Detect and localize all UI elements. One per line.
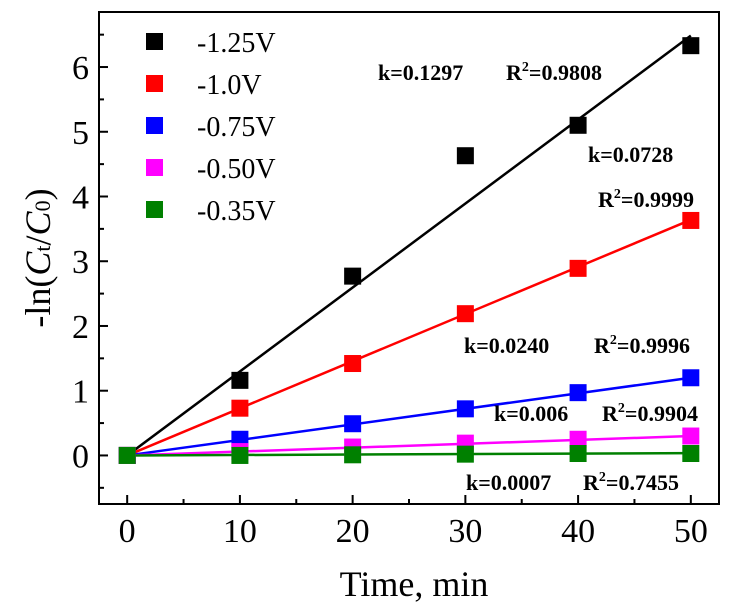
legend-label-0: -1.25V [197, 28, 276, 59]
x-axis-title: Time, min [340, 564, 489, 604]
data-point-series-3 [682, 427, 700, 445]
legend-label-3: -0.50V [197, 154, 276, 185]
legend-marker-1 [146, 75, 163, 92]
x-tick-label: 20 [336, 513, 370, 550]
fit-line-1 [126, 218, 692, 457]
y-tick-label: 2 [72, 309, 89, 346]
y-tick-label: 4 [72, 180, 89, 217]
data-point-series-1 [569, 259, 587, 277]
y-tick-label: 3 [72, 244, 89, 281]
y-axis-title-suffix: ) [18, 188, 58, 200]
x-tick-label: 0 [119, 513, 136, 550]
y-axis-title-c2: C [18, 210, 58, 235]
data-point-series-4 [682, 445, 700, 463]
data-point-series-1 [231, 399, 249, 417]
data-point-series-0 [344, 267, 362, 285]
x-tick-label: 30 [448, 513, 482, 550]
y-tick-label: 1 [72, 374, 89, 411]
y-tick-label: 6 [72, 50, 89, 87]
annotation-k-3: k=0.006 [494, 401, 568, 426]
fit-line-3 [127, 434, 691, 457]
y-axis-title-slash: / [18, 235, 58, 245]
fit-line-2 [127, 376, 691, 457]
annotation-r2-2: R2=0.9996 [594, 333, 690, 358]
data-point-series-4 [344, 446, 362, 464]
legend: -1.25V -1.0V -0.75V -0.50V -0.35V [146, 28, 276, 227]
data-point-series-2 [456, 400, 474, 418]
annotation-r2-4: R2=0.7455 [583, 470, 679, 495]
y-axis-title-prefix: -ln( [18, 276, 58, 328]
x-tick-label: 40 [561, 513, 595, 550]
data-markers [118, 37, 700, 464]
y-axis-title-c1: C [18, 251, 58, 276]
x-tick-label: 10 [223, 513, 257, 550]
data-point-series-3 [569, 430, 587, 448]
data-point-series-0 [682, 37, 700, 55]
data-point-series-2 [569, 384, 587, 402]
annotation-k-2: k=0.0240 [464, 333, 549, 358]
legend-marker-4 [146, 201, 163, 218]
annotation-k-0: k=0.1297 [378, 60, 463, 85]
data-point-series-4 [118, 446, 136, 464]
data-point-series-2 [682, 369, 700, 387]
fit-line-4 [127, 451, 691, 457]
legend-marker-3 [146, 159, 163, 176]
annotation-r2-1: R2=0.9999 [598, 187, 694, 212]
legend-label-1: -1.0V [197, 70, 262, 101]
legend-label-2: -0.75V [197, 112, 276, 143]
data-point-series-0 [231, 371, 249, 389]
axis-ticks: 0 10 20 30 40 50 0 1 2 3 4 5 6 [72, 33, 708, 550]
data-point-series-0 [456, 147, 474, 165]
annotation-k-4: k=0.0007 [466, 470, 551, 495]
plot-frame [98, 11, 720, 505]
legend-label-4: -0.35V [197, 196, 276, 227]
data-point-series-1 [344, 355, 362, 373]
fit-annotations: k=0.1297 R2=0.9808 k=0.0728 R2=0.9999 k=… [378, 60, 698, 495]
fit-line-0 [126, 34, 692, 457]
y-axis-title: -ln(Ct/C0) [18, 188, 58, 327]
data-point-series-4 [456, 445, 474, 463]
legend-marker-2 [146, 117, 163, 134]
y-tick-label: 0 [72, 438, 89, 475]
annotation-r2-0: R2=0.9808 [506, 60, 602, 85]
data-point-series-2 [344, 415, 362, 433]
data-point-series-4 [569, 445, 587, 463]
x-tick-label: 50 [674, 513, 708, 550]
fit-lines [126, 34, 692, 457]
data-point-series-0 [569, 116, 587, 134]
data-point-series-1 [456, 305, 474, 323]
y-axis-title-sub2: 0 [30, 200, 55, 211]
y-tick-label: 5 [72, 115, 89, 152]
annotation-r2-3: R2=0.9904 [602, 401, 698, 426]
y-axis-title-sub1: t [30, 245, 55, 251]
data-point-series-4 [231, 446, 249, 464]
legend-marker-0 [146, 33, 163, 50]
data-point-series-1 [682, 211, 700, 229]
annotation-k-1: k=0.0728 [588, 142, 673, 167]
